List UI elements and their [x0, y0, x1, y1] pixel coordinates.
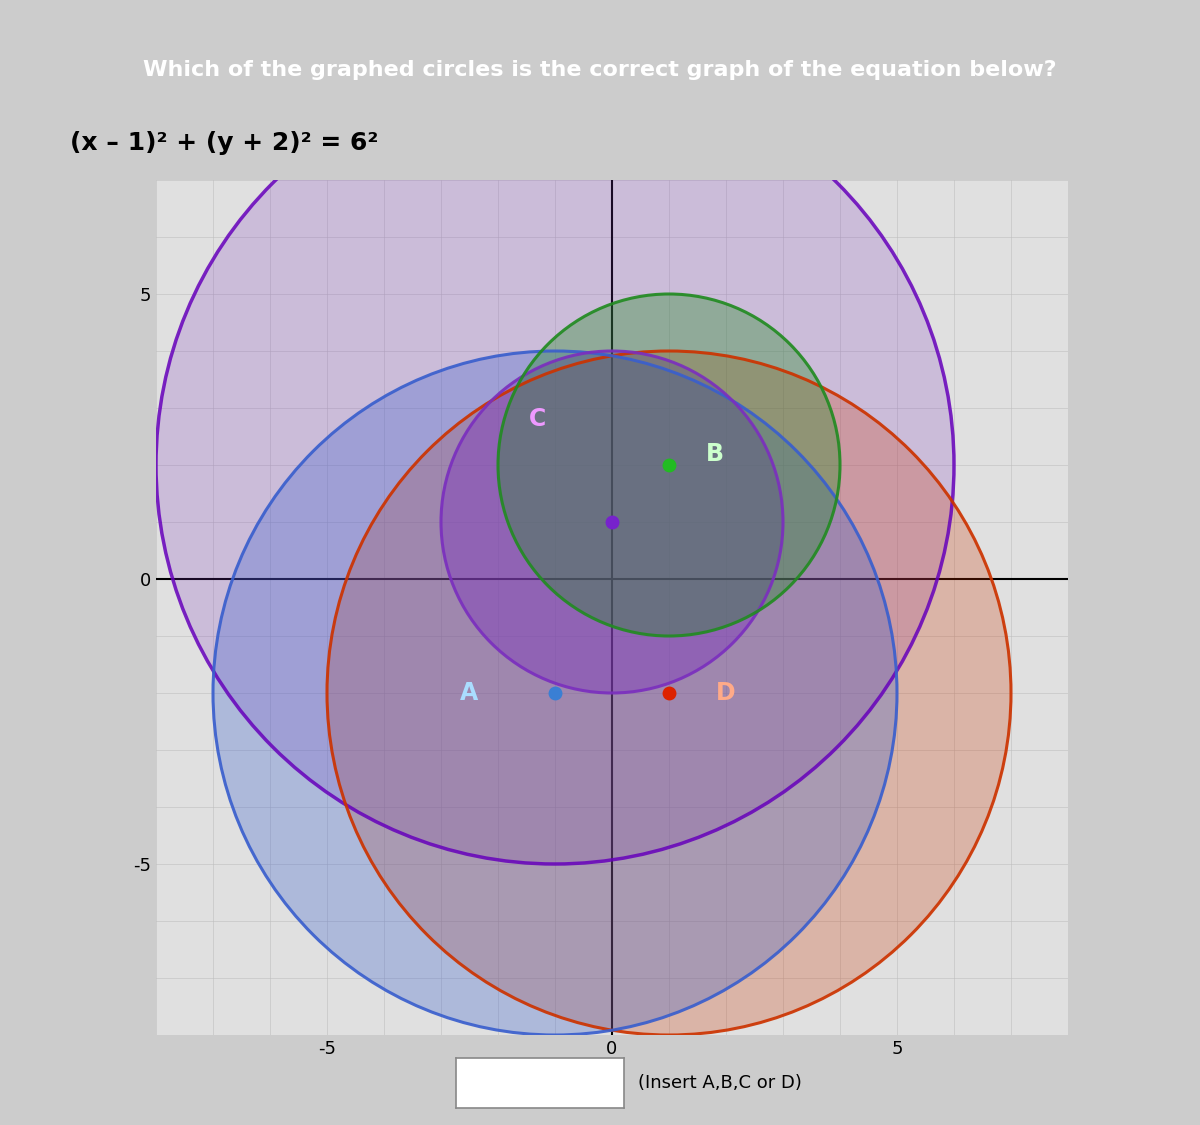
Text: A: A	[461, 681, 479, 705]
Circle shape	[214, 351, 896, 1035]
Text: (Insert A,B,C or D): (Insert A,B,C or D)	[637, 1073, 802, 1091]
Circle shape	[156, 66, 954, 864]
Text: D: D	[716, 681, 736, 705]
Circle shape	[442, 351, 782, 693]
Text: (x – 1)² + (y + 2)² = 6²: (x – 1)² + (y + 2)² = 6²	[70, 132, 378, 155]
Circle shape	[498, 294, 840, 636]
Circle shape	[326, 351, 1010, 1035]
Text: B: B	[706, 442, 724, 466]
Text: Which of the graphed circles is the correct graph of the equation below?: Which of the graphed circles is the corr…	[143, 61, 1057, 80]
Text: C: C	[529, 407, 546, 431]
